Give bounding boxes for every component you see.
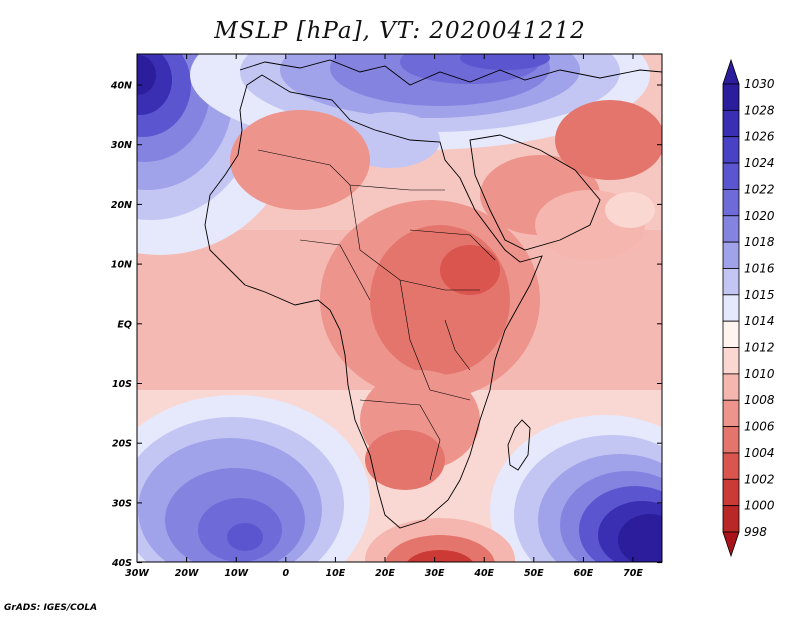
axis-ticks [136, 54, 662, 564]
colorbar-swatch [722, 268, 740, 296]
colorbar-label: 1030 [744, 77, 775, 91]
colorbar-label: 1014 [744, 314, 775, 328]
lat-label: 20N [111, 200, 132, 211]
colorbar-label: 1020 [744, 209, 775, 223]
lon-label: 60E [574, 568, 594, 579]
lon-label: 0 [282, 568, 289, 579]
colorbar-swatch [722, 373, 740, 401]
colorbar-label: 998 [744, 525, 767, 539]
lat-label: 40N [110, 81, 132, 92]
lon-label: 30W [125, 568, 149, 579]
south-atlantic-high-region [137, 395, 370, 562]
lat-label: 30N [111, 140, 132, 151]
colorbar-swatch [722, 426, 740, 454]
colorbar-swatch [722, 241, 740, 269]
lat-label: 10S [112, 379, 132, 390]
lat-label: 30S [112, 498, 132, 509]
map-title: MSLP [hPa], VT: 2020041212 [214, 18, 586, 44]
south-indian-high-region [490, 415, 662, 562]
lon-label: 50E [524, 568, 544, 579]
lon-label: 30E [425, 568, 445, 579]
colorbar-swatch [722, 294, 740, 322]
colorbar-swatch [722, 162, 740, 190]
latitude-labels: 40N 30N 20N 10N EQ 10S 20S 30S 40S [110, 81, 132, 570]
colorbar-swatch [722, 109, 740, 138]
lon-label: 20W [175, 568, 199, 579]
colorbar-label: 1008 [744, 393, 775, 407]
colorbar-label: 1026 [744, 130, 775, 144]
grads-credit: GrADS: IGES/COLA [4, 603, 98, 613]
colorbar-swatch [722, 452, 740, 480]
lat-label: EQ [117, 319, 132, 330]
colorbar-swatch [722, 505, 740, 533]
colorbar-label: 1000 [744, 499, 775, 513]
colorbar-swatch [722, 136, 740, 164]
colorbar-label: 1028 [744, 103, 775, 117]
colorbar-label: 1012 [744, 341, 775, 355]
africa-coastline [204, 74, 543, 529]
colorbar-top-arrow [722, 58, 740, 85]
lon-label: 40E [473, 568, 494, 579]
longitude-labels: 30W 20W 10W 0 10E 20E 30E 40E 50E 60E 70E [125, 568, 643, 579]
map-frame [136, 53, 663, 563]
madagascar-coastline [507, 419, 531, 471]
colorbar-bottom-arrow [722, 531, 740, 558]
colorbar-swatch [722, 478, 740, 507]
north-africa-low-region [230, 100, 662, 260]
colorbar-swatch [722, 189, 740, 217]
lat-label: 10N [111, 260, 132, 271]
colorbar-label: 1024 [744, 156, 775, 170]
colorbar-swatch [722, 83, 740, 111]
colorbar-label: 1015 [744, 288, 775, 302]
colorbar-swatch [722, 347, 740, 375]
south-africa-low-region [365, 518, 515, 562]
lon-label: 10E [326, 568, 346, 579]
colorbar-label: 1010 [744, 367, 775, 381]
colorbar-label: 1002 [744, 472, 775, 486]
colorbar-label: 1006 [744, 420, 775, 434]
lon-label: 70E [623, 568, 643, 579]
lon-label: 20E [375, 568, 395, 579]
colorbar-label: 1022 [744, 182, 775, 196]
colorbar-label: 1004 [744, 446, 775, 460]
europe-coastline [239, 59, 662, 86]
lat-label: 40S [111, 558, 132, 569]
lat-label: 20S [112, 439, 132, 450]
colorbar-swatch [722, 399, 740, 427]
map-panel [137, 54, 662, 562]
colorbar-label: 1016 [744, 261, 775, 275]
country-borders [257, 149, 496, 481]
colorbar-swatch [722, 320, 740, 348]
lon-label: 10W [224, 568, 248, 579]
arabia-coastline [469, 134, 601, 251]
colorbar-label: 1018 [744, 235, 775, 249]
colorbar-swatch [722, 215, 740, 243]
colorbar: 1030 1028 1026 1024 1022 1020 1018 1016 1015 1014… [722, 58, 775, 558]
